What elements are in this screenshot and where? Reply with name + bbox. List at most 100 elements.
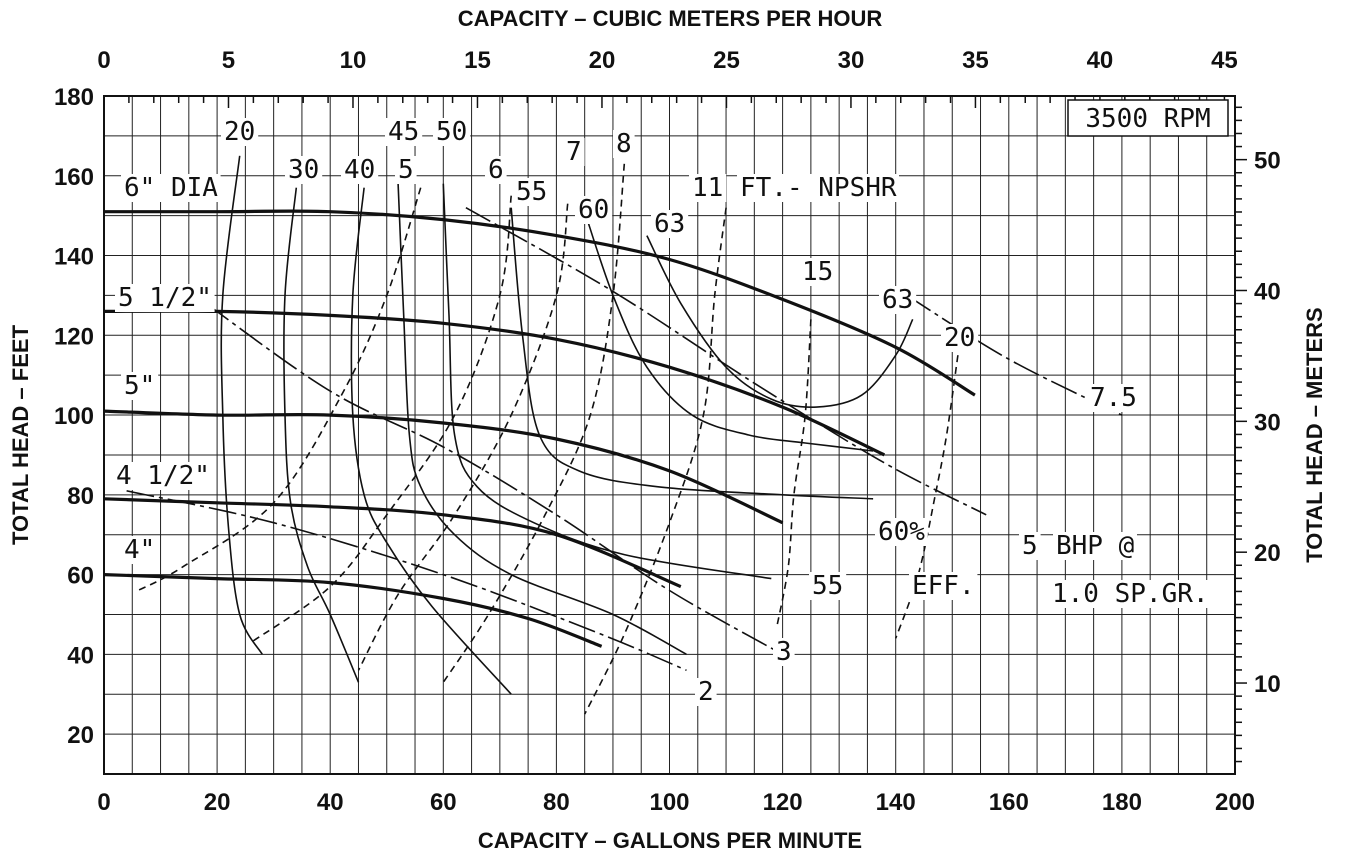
x2-tick-label: 35 [962,47,989,74]
efficiency-word-label-bg [909,572,978,600]
efficiency-label-30: 30 [288,155,319,185]
head-curve [103,209,976,397]
x-tick-label: 80 [543,789,570,816]
x-tick-label: 60 [430,789,457,816]
efficiency-curve [220,155,264,655]
efficiency-curve [442,183,772,580]
bhp-label-2: 2 [698,677,714,707]
npshr-curve [583,207,727,715]
diameter-label-4in: 4" [124,535,155,565]
y-tick-label: 60 [67,563,94,590]
diameter-label-4-5in: 4 1/2" [116,461,210,491]
npshr-label-20: 20 [944,323,975,353]
x-tick-label: 20 [204,789,231,816]
efficiency-curve [350,187,512,695]
npshr-label-7: 7 [566,137,582,167]
y2-axis-title: TOTAL HEAD – METERS [1302,307,1327,562]
diameter-label-4-5in-bg [113,462,213,490]
grid [104,96,1235,774]
x-tick-label: 100 [649,789,689,816]
curves [103,155,1123,715]
y-axis-title: TOTAL HEAD – FEET [8,324,33,545]
bhp-specific-gravity-label: 1.0 SP.GR. [1052,579,1209,609]
curve-labels: 6" DIA 5 1/2" 5" 4 1/2" 4" 20 30 40 45 50 5 6 55 7 60 8… [113,117,1211,707]
bhp-label-7-5-bg [1087,384,1140,412]
bhp-unit-label: BHP @ [1056,531,1134,561]
plot-frame [103,95,1236,775]
head-curve [103,409,784,525]
npshr-label-6-bg [485,156,507,184]
y-tick-label: 120 [54,323,94,350]
diameter-label-4in-bg [121,536,159,564]
efficiency-label-63-second: 63 [882,285,913,315]
npshr-label-6: 6 [488,155,504,185]
x-tick-label: 120 [763,789,803,816]
x2-tick-label: 15 [464,47,491,74]
efficiency-label-55-second-bg [809,572,847,600]
efficiency-label-63-second-bg [879,286,917,314]
npshr-label-7-bg [563,138,585,166]
efficiency-label-50-bg [433,118,471,146]
bhp-label-3-bg [773,638,795,666]
efficiency-curve [646,235,914,409]
npshr-label-11: 11 [692,173,723,203]
y-tick-label: 100 [54,403,94,430]
bhp-label-5: 5 [1022,531,1038,561]
y2-tick-label: 30 [1254,409,1281,436]
head-curve [103,497,682,589]
npshr-label-8: 8 [616,129,632,159]
npshr-curve [442,163,626,683]
efficiency-word-label: EFF. [912,571,975,601]
efficiency-label-55: 55 [516,177,547,207]
y-tick-label: 80 [67,483,94,510]
diameter-label-6in: 6" DIA [124,173,218,203]
x-tick-label: 140 [876,789,916,816]
efficiency-label-45: 45 [388,117,419,147]
efficiency-label-40-bg [341,156,379,184]
efficiency-curve [397,183,687,656]
npshr-curve [137,187,422,592]
npshr-label-20-bg [941,324,979,352]
bhp-label-7-5: 7.5 [1090,383,1137,413]
efficiency-label-55-second: 55 [812,571,843,601]
y-tick-label: 40 [67,642,94,669]
efficiency-curve [283,187,360,683]
y-tick-label: 160 [54,164,94,191]
x-tick-label: 40 [317,789,344,816]
efficiency-percent-label: 60% [878,517,925,547]
x2-tick-label: 40 [1087,47,1114,74]
diameter-label-5-5in: 5 1/2" [118,283,212,313]
efficiency-label-30-bg [285,156,323,184]
diameter-label-5in: 5" [124,371,155,401]
x2-axis-title: CAPACITY – CUBIC METERS PER HOUR [458,6,883,31]
y2-tick-label: 20 [1254,540,1281,567]
npshr-curve [250,195,512,644]
speed-label-box [1067,99,1229,137]
bhp-specific-gravity-label-bg [1049,580,1211,608]
y2-tick-label: 10 [1254,671,1281,698]
npshr-unit-label-bg [737,174,899,202]
npshr-label-15-bg [799,258,837,286]
efficiency-label-60: 60 [578,195,609,225]
head-curve [103,573,603,648]
x-axis-title: CAPACITY – GALLONS PER MINUTE [478,828,862,853]
efficiency-curve [510,207,874,500]
npshr-label-15: 15 [802,257,833,287]
y-tick-label: 140 [54,244,94,271]
diameter-label-5in-bg [121,372,159,400]
bhp-unit-label-bg [1053,532,1137,560]
efficiency-label-45-bg [385,118,423,146]
speed-label: 3500 RPM [1085,104,1210,134]
x-tick-label: 200 [1215,789,1255,816]
bhp-curve [205,302,783,656]
efficiency-label-50: 50 [436,117,467,147]
efficiency-label-63: 63 [654,209,685,239]
efficiency-percent-label-bg [875,518,928,546]
efficiency-label-60-bg [575,196,613,224]
bhp-curve [126,490,687,672]
bhp-label-2-bg [695,678,717,706]
x2-tick-label: 5 [222,47,235,74]
bhp-curve [465,207,987,516]
efficiency-label-20-bg [221,118,259,146]
